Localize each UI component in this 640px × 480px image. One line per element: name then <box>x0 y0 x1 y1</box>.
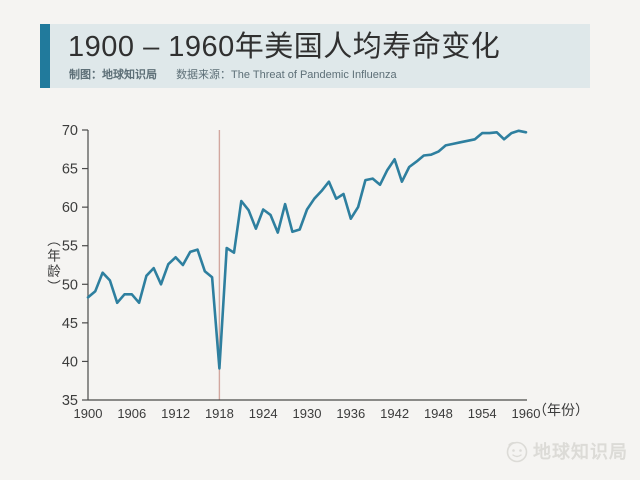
x-tick-label: 1930 <box>293 406 322 421</box>
x-tick-label: 1900 <box>74 406 103 421</box>
x-axis-unit-label: （年份） <box>533 402 589 418</box>
watermark: 地球知识局 <box>504 438 628 464</box>
watermark-text: 地球知识局 <box>533 442 628 462</box>
page-title: 1900 – 1960年美国人均寿命变化 <box>68 31 501 63</box>
y-tick-label: 40 <box>62 354 78 370</box>
header-banner: 1900 – 1960年美国人均寿命变化 制图：地球知识局 数据来源：The T… <box>40 24 590 88</box>
life-expectancy-line <box>86 129 528 370</box>
subtitle: 制图：地球知识局 数据来源：The Threat of Pandemic Inf… <box>69 66 397 82</box>
x-tick-label: 1924 <box>249 406 278 421</box>
x-tick-label: 1942 <box>380 406 409 421</box>
x-tick-label: 1936 <box>336 406 365 421</box>
globe-face-logo-icon <box>506 441 528 463</box>
y-tick-label: 55 <box>62 239 78 255</box>
data-source-label: 数据来源：The Threat of Pandemic Influenza <box>176 69 397 81</box>
y-axis-unit-label: （年龄） <box>45 233 60 295</box>
y-tick-label: 50 <box>62 277 78 293</box>
x-tick-label: 1906 <box>117 406 146 421</box>
y-tick-label: 45 <box>62 316 78 332</box>
x-tick-label: 1948 <box>424 406 453 421</box>
y-tick-label: 35 <box>62 393 78 409</box>
x-tick-label: 1918 <box>205 406 234 421</box>
credit-label: 制图：地球知识局 <box>69 69 157 81</box>
x-tick-label: 1912 <box>161 406 190 421</box>
y-tick-label: 60 <box>62 200 78 216</box>
y-tick-label: 65 <box>62 162 78 178</box>
x-tick-label: 1954 <box>468 406 497 421</box>
x-tick-label: 1960 <box>512 406 541 421</box>
accent-bar <box>40 24 50 88</box>
y-tick-label: 70 <box>62 123 78 139</box>
